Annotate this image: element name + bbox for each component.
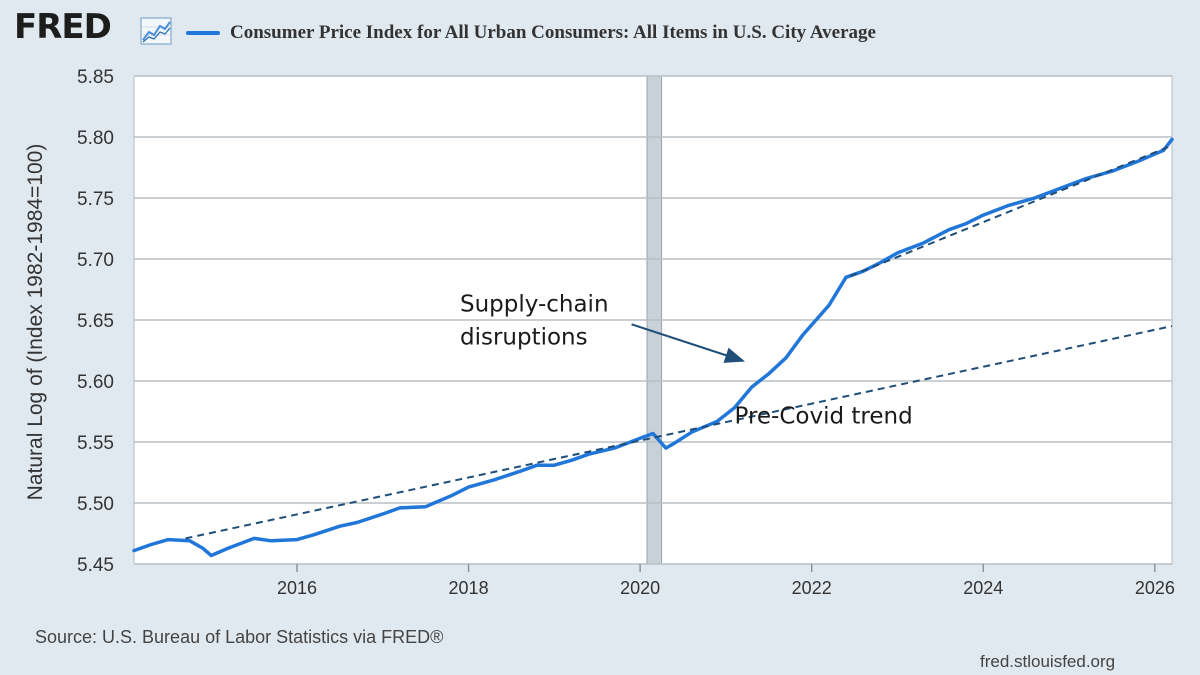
- chart-header: FRED Consumer Price Index for All Urban …: [0, 0, 1200, 62]
- grid-lines: [134, 75, 1172, 565]
- chart-title: Consumer Price Index for All Urban Consu…: [230, 22, 876, 43]
- y-tick-label: 5.75: [77, 189, 114, 210]
- source-note: Source: U.S. Bureau of Labor Statistics …: [35, 627, 444, 647]
- annotation-supply-text: disruptions: [460, 324, 588, 350]
- y-tick-label: 5.85: [77, 67, 114, 88]
- post-covid-trend-line: [849, 144, 1173, 278]
- x-axis-ticks: 2016 2018 2020 2022 2024 2026: [277, 564, 1175, 598]
- annotation-supply-text: Supply-chain: [460, 291, 609, 317]
- y-axis-label: Natural Log of (Index 1982-1984=100): [24, 144, 47, 501]
- y-tick-label: 5.70: [77, 250, 114, 271]
- y-tick-label: 5.50: [77, 494, 114, 515]
- x-tick-label: 2018: [449, 578, 489, 598]
- y-tick-label: 5.45: [77, 555, 114, 576]
- x-tick-label: 2024: [963, 578, 1003, 598]
- pre-covid-trend-line: [185, 325, 1173, 540]
- x-tick-label: 2016: [277, 578, 317, 598]
- x-tick-label: 2022: [792, 578, 832, 598]
- y-tick-label: 5.60: [77, 372, 114, 393]
- fred-logo[interactable]: FRED: [14, 7, 112, 47]
- legend-swatch: [186, 31, 220, 35]
- y-tick-label: 5.80: [77, 128, 114, 149]
- y-tick-label: 5.55: [77, 433, 114, 454]
- annotation-trend-text: Pre-Covid trend: [734, 404, 912, 430]
- line-chart-icon: [140, 17, 172, 45]
- annotations: Supply-chain disruptions Pre-Covid trend: [460, 291, 913, 429]
- x-tick-label: 2020: [620, 578, 660, 598]
- cpi-series-line: [132, 137, 1174, 558]
- y-axis-ticks: 5.45 5.50 5.55 5.60 5.65 5.70 5.75 5.80 5.85: [77, 67, 114, 576]
- series-group: [132, 137, 1174, 558]
- site-credit[interactable]: fred.stlouisfed.org: [980, 652, 1116, 671]
- annotation-arrow: [631, 323, 745, 363]
- x-tick-label: 2026: [1135, 578, 1175, 598]
- y-tick-label: 5.65: [77, 311, 114, 332]
